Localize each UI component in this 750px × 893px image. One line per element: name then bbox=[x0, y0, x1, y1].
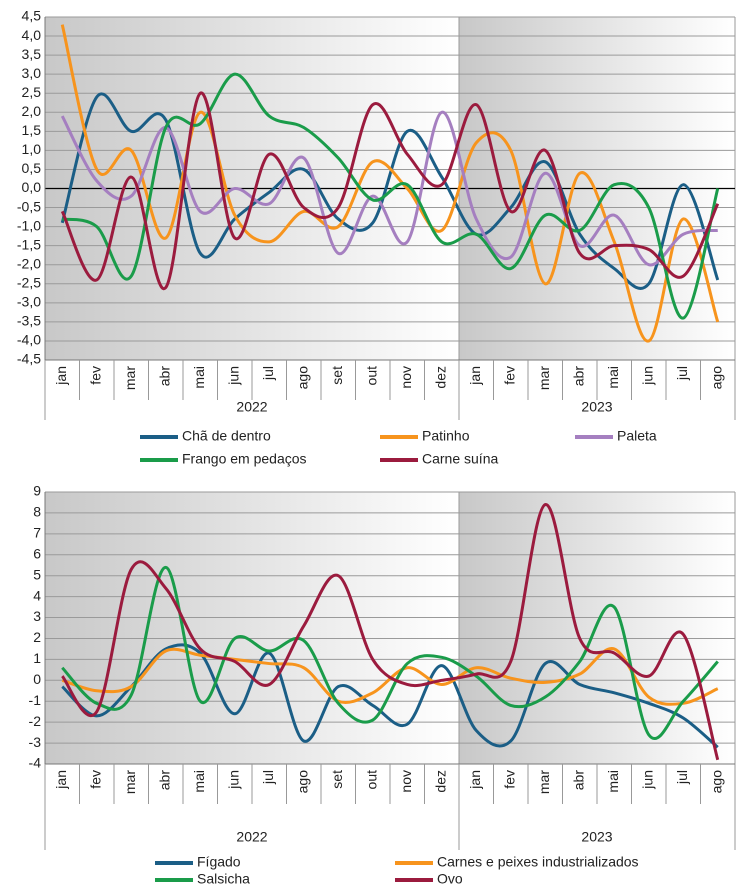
x-tick-label: mar bbox=[536, 366, 552, 390]
y-tick-label: 0 bbox=[33, 671, 41, 687]
x-tick-label: dez bbox=[432, 770, 448, 793]
y-tick-label: 3,5 bbox=[22, 46, 42, 62]
y-tick-label: 2 bbox=[33, 629, 41, 645]
legend-label: Carnes e peixes industrializados bbox=[437, 854, 639, 870]
x-group-label: 2023 bbox=[581, 399, 612, 415]
y-tick-label: 0,5 bbox=[22, 160, 42, 176]
legend-label: Fígado bbox=[197, 854, 241, 870]
y-tick-label: -3,0 bbox=[17, 294, 41, 310]
y-tick-label: 7 bbox=[33, 525, 41, 541]
legend-label: Ovo bbox=[437, 871, 463, 887]
x-tick-label: jan bbox=[467, 366, 483, 386]
y-tick-label: -3,5 bbox=[17, 313, 41, 329]
x-group-label: 2022 bbox=[236, 829, 267, 845]
y-tick-label: 2,5 bbox=[22, 84, 42, 100]
y-tick-label: -0,5 bbox=[17, 198, 41, 214]
y-tick-label: -1 bbox=[29, 692, 42, 708]
x-tick-label: fev bbox=[87, 770, 103, 789]
x-tick-label: abr bbox=[156, 366, 172, 387]
y-tick-label: -2,0 bbox=[17, 255, 41, 271]
y-tick-label: -4,0 bbox=[17, 332, 41, 348]
y-tick-label: 4,5 bbox=[22, 8, 42, 24]
x-tick-label: jan bbox=[53, 366, 69, 386]
x-tick-label: jan bbox=[53, 770, 69, 790]
y-tick-label: 3 bbox=[33, 608, 41, 624]
y-tick-label: -2,5 bbox=[17, 274, 41, 290]
x-tick-label: abr bbox=[570, 366, 586, 387]
line bbox=[61, 565, 719, 740]
x-tick-label: jun bbox=[225, 770, 241, 790]
y-tick-label: -4,5 bbox=[17, 351, 41, 367]
x-tick-label: nov bbox=[398, 366, 414, 389]
x-tick-label: ago bbox=[708, 366, 724, 390]
x-tick-label: mai bbox=[605, 366, 621, 389]
x-tick-label: nov bbox=[398, 770, 414, 793]
y-tick-label: 9 bbox=[33, 483, 41, 499]
y-tick-label: 6 bbox=[33, 545, 41, 561]
x-tick-label: out bbox=[363, 770, 379, 790]
y-tick-label: -4 bbox=[29, 755, 42, 771]
x-tick-label: mai bbox=[191, 770, 207, 793]
x-tick-label: ago bbox=[294, 770, 310, 794]
line bbox=[60, 110, 718, 267]
y-tick-label: -1,5 bbox=[17, 236, 41, 252]
line bbox=[61, 643, 719, 749]
line bbox=[60, 24, 720, 343]
legend-label: Patinho bbox=[422, 428, 470, 444]
x-tick-label: jul bbox=[260, 366, 276, 381]
x-tick-label: jan bbox=[467, 770, 483, 790]
x-tick-label: jul bbox=[674, 770, 690, 785]
x-tick-label: dez bbox=[432, 366, 448, 389]
x-tick-label: ago bbox=[708, 770, 724, 794]
y-tick-label: -2 bbox=[29, 713, 42, 729]
line bbox=[61, 503, 720, 761]
y-tick-label: 5 bbox=[33, 566, 41, 582]
x-tick-label: mar bbox=[122, 366, 138, 390]
x-tick-label: set bbox=[329, 366, 345, 385]
x-tick-label: abr bbox=[570, 770, 586, 791]
x-tick-label: mai bbox=[605, 770, 621, 793]
x-tick-label: mai bbox=[191, 366, 207, 389]
x-tick-label: ago bbox=[294, 366, 310, 390]
x-tick-label: jun bbox=[639, 366, 655, 386]
x-tick-label: jun bbox=[225, 366, 241, 386]
x-tick-label: mar bbox=[536, 770, 552, 794]
y-tick-label: 0,0 bbox=[22, 179, 42, 195]
y-tick-label: 1 bbox=[33, 650, 41, 666]
legend-label: Frango em pedaços bbox=[182, 451, 307, 467]
legend-label: Paleta bbox=[617, 428, 657, 444]
x-tick-label: out bbox=[363, 366, 379, 386]
line bbox=[61, 72, 720, 320]
y-tick-label: 1,5 bbox=[22, 122, 42, 138]
legend-label: Salsicha bbox=[197, 871, 250, 887]
y-tick-label: 8 bbox=[33, 504, 41, 520]
x-tick-label: mar bbox=[122, 770, 138, 794]
y-tick-label: 2,0 bbox=[22, 103, 42, 119]
x-tick-label: jul bbox=[674, 366, 690, 381]
y-tick-label: -1,0 bbox=[17, 217, 41, 233]
line bbox=[60, 92, 720, 290]
y-tick-label: 3,0 bbox=[22, 65, 42, 81]
y-tick-label: 4 bbox=[33, 587, 41, 603]
x-tick-label: jul bbox=[260, 770, 276, 785]
legend-label: Carne suína bbox=[422, 451, 498, 467]
line bbox=[60, 91, 720, 290]
x-tick-label: fev bbox=[87, 366, 103, 385]
y-tick-label: 1,0 bbox=[22, 141, 42, 157]
x-tick-label: fev bbox=[501, 770, 517, 789]
x-group-label: 2022 bbox=[236, 399, 267, 415]
y-tick-label: -3 bbox=[29, 734, 42, 750]
x-tick-label: abr bbox=[156, 770, 172, 791]
x-tick-label: fev bbox=[501, 366, 517, 385]
y-tick-label: 4,0 bbox=[22, 27, 42, 43]
x-tick-label: set bbox=[329, 770, 345, 789]
x-tick-label: jun bbox=[639, 770, 655, 790]
legend-label: Chã de dentro bbox=[182, 428, 271, 444]
x-group-label: 2023 bbox=[581, 829, 612, 845]
